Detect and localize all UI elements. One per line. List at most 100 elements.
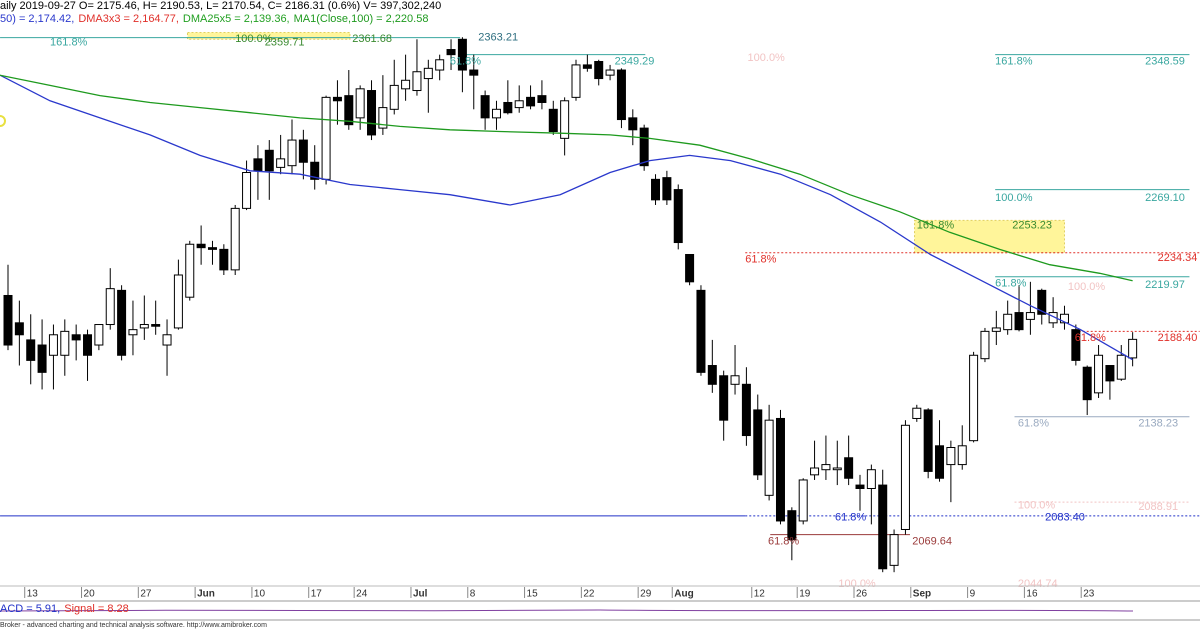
ma-line [0, 74, 1133, 361]
candle-body [935, 445, 945, 479]
fib-note: 2363.21 [478, 31, 518, 43]
candle-body [83, 334, 93, 356]
legend: 50) = 2,174.42, DMA3x3 = 2,164.77, DMA25x5… [0, 13, 428, 25]
fib-note: 161.8% [995, 55, 1033, 67]
fib-note: 2361.68 [352, 33, 392, 45]
candle-body [969, 354, 979, 442]
candle-body [810, 467, 820, 476]
candle-body [355, 88, 365, 119]
candle-body [764, 419, 774, 496]
x-tick-label: 13 [27, 589, 39, 600]
fib-note: 61.8% [1018, 417, 1049, 429]
candle-body [878, 484, 888, 570]
candle-body [594, 60, 604, 80]
fib-note: 61.8% [745, 254, 776, 266]
candle-body [1048, 312, 1058, 324]
fib-note: 61.8% [835, 511, 866, 523]
candle-body [957, 445, 967, 466]
fib-note: 61.8% [450, 55, 481, 67]
candle-body [821, 464, 831, 471]
candle-body [480, 95, 490, 119]
candle-body [219, 248, 229, 271]
x-tick-label: Aug [674, 589, 693, 600]
candle-body [26, 339, 36, 361]
macd-legend-entry: Signal = 8.28 [64, 603, 129, 615]
candle-body [1003, 313, 1013, 331]
candle-body [321, 96, 331, 180]
footer: Broker - advanced charting and technical… [0, 622, 267, 629]
candle-body [446, 49, 456, 56]
macd-legend: ACD = 5.91, Signal = 8.28 [0, 603, 129, 615]
x-tick-label: 26 [856, 589, 868, 600]
x-tick-label: 22 [583, 589, 595, 600]
candle-body [105, 288, 115, 326]
candle-body [514, 100, 524, 109]
candle-body [1059, 313, 1069, 324]
candle-body [389, 84, 399, 110]
candle-body [923, 409, 933, 472]
fib-note: 161.8% [917, 219, 955, 231]
candle-body [3, 294, 13, 346]
candle-body [1037, 289, 1047, 315]
candle-body [685, 253, 695, 283]
x-tick-label: 8 [470, 589, 476, 600]
fib-note: 2359.71 [265, 37, 305, 49]
fib-note: 2234.34 [1158, 252, 1198, 264]
fib-note: 100.0% [1018, 499, 1056, 511]
candle-body [207, 247, 217, 250]
candle-body [946, 447, 956, 466]
candle-body [855, 484, 865, 489]
candle-body [423, 67, 433, 80]
candle-body [662, 177, 672, 201]
candle-body [889, 534, 899, 566]
candle-body [457, 38, 467, 71]
levels [0, 37, 1200, 536]
candle-body [1128, 338, 1138, 359]
x-tick-label: Sep [913, 589, 931, 600]
candle-body [1071, 329, 1081, 361]
candle-body [900, 424, 910, 530]
fib-note: 100.0% [995, 192, 1033, 204]
fib-note: 100.0% [748, 52, 786, 64]
ma-line [0, 74, 1133, 282]
x-axis: 13 20 27 Jun 10 17 24 Jul 8 15 22 29 Aug 12 19 26 Sep 9 16… [24, 587, 1095, 600]
fib-note: 2253.23 [1012, 219, 1052, 231]
candle-body [60, 330, 70, 356]
candle-body [435, 59, 445, 71]
candle-body [94, 324, 104, 346]
legend-entry: DMA3x3 = 2,164.77, [78, 13, 179, 25]
candle-body [707, 365, 717, 385]
fib-note: 2188.40 [1158, 332, 1198, 344]
candle-body [230, 207, 240, 271]
zones [186, 31, 1065, 254]
legend-entry: 50) = 2,174.42, [0, 13, 74, 25]
fib-note: 61.8% [768, 535, 799, 547]
x-tick-label: 9 [970, 589, 976, 600]
candle-body [253, 158, 263, 172]
x-tick-label: Jul [413, 589, 428, 600]
candle-body [866, 469, 876, 489]
x-tick-label: 12 [754, 589, 766, 600]
candle-body [469, 69, 479, 76]
candle-body [844, 457, 854, 479]
candle-body [605, 69, 615, 76]
fib-note: 100.0% [1068, 281, 1106, 293]
fib-note: 2083.40 [1045, 511, 1085, 523]
candle-body [310, 161, 320, 180]
candle-body [1014, 312, 1024, 331]
candle-body [912, 407, 922, 419]
fib-note: 2138.23 [1138, 417, 1178, 429]
candle-body [798, 479, 808, 522]
candle-body [571, 64, 581, 98]
x-tick-label: 16 [1026, 589, 1038, 600]
x-tick-label: 10 [254, 589, 266, 600]
candle-body [162, 334, 172, 346]
candle-body [287, 139, 297, 167]
candle-body [196, 243, 206, 249]
candle-body [185, 243, 195, 298]
candle-body [628, 117, 638, 131]
